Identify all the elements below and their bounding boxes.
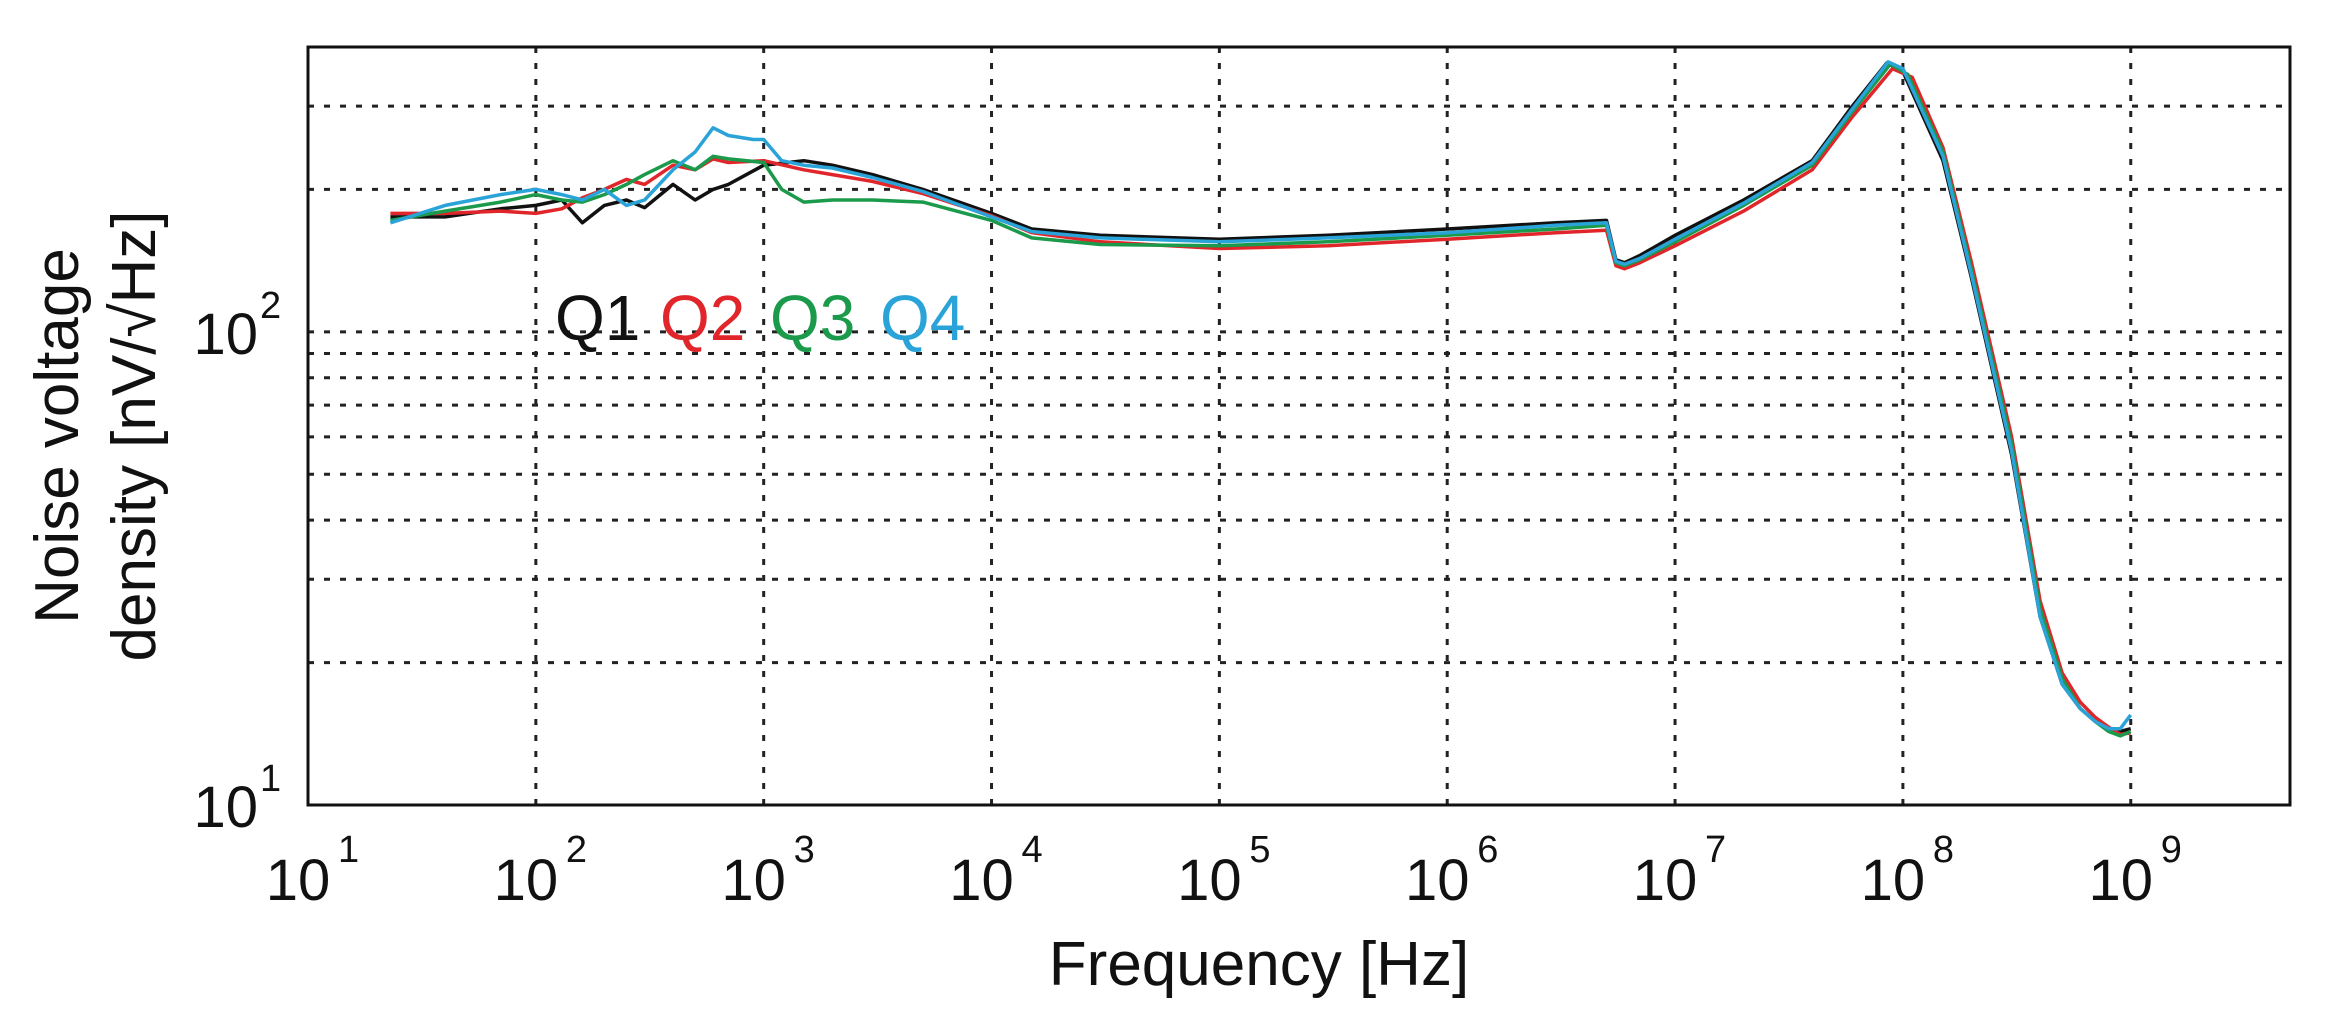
y-tick-base: 10 bbox=[193, 302, 258, 367]
x-tick-label: 10 6 bbox=[1405, 829, 1498, 913]
x-tick-label: 10 4 bbox=[949, 829, 1042, 913]
legend-entry-q4: Q4 bbox=[880, 282, 965, 354]
x-tick-label: 10 2 bbox=[494, 829, 587, 913]
y-tick-label: 10 2 bbox=[193, 285, 281, 367]
series-group bbox=[389, 60, 2133, 738]
plot-frame bbox=[306, 45, 2292, 807]
x-tick-label: 10 9 bbox=[2088, 829, 2181, 913]
x-tick-base: 10 bbox=[1405, 848, 1470, 913]
series-line-q1 bbox=[390, 61, 2132, 734]
series-line-q3 bbox=[390, 62, 2132, 738]
y-tick-exponent: 1 bbox=[260, 758, 281, 800]
grid bbox=[308, 47, 2290, 805]
x-tick-base: 10 bbox=[1633, 848, 1698, 913]
series-line-q2 bbox=[390, 66, 2131, 737]
y-axis-label-line2: density [nV/√Hz] bbox=[100, 211, 169, 662]
x-axis-label: Frequency [Hz] bbox=[1049, 930, 1469, 999]
x-tick-label: 10 1 bbox=[266, 829, 359, 913]
x-tick-base: 10 bbox=[949, 848, 1014, 913]
y-axis-label-line1: Noise voltage bbox=[23, 248, 92, 624]
x-tick-label: 10 5 bbox=[1177, 829, 1270, 913]
legend-entry-q3: Q3 bbox=[770, 282, 855, 354]
y-tick-label: 10 1 bbox=[193, 758, 281, 840]
x-tick-base: 10 bbox=[721, 848, 786, 913]
x-tick-labels: 10 1 10 2 10 3 10 4 10 5 10 6 10 7 10 8 10 9 bbox=[266, 829, 2182, 913]
series-line-q4 bbox=[389, 60, 2133, 731]
y-tick-base: 10 bbox=[193, 775, 258, 840]
x-tick-base: 10 bbox=[2088, 848, 2153, 913]
y-tick-exponent: 2 bbox=[260, 285, 281, 327]
x-tick-label: 10 8 bbox=[1861, 829, 1954, 913]
legend: Q1 Q2 Q3 Q4 bbox=[555, 282, 965, 354]
x-tick-exponent: 8 bbox=[1933, 829, 1954, 871]
x-tick-exponent: 2 bbox=[566, 829, 587, 871]
legend-entry-q1: Q1 bbox=[555, 282, 640, 354]
x-tick-base: 10 bbox=[494, 848, 559, 913]
x-tick-exponent: 5 bbox=[1249, 829, 1270, 871]
x-tick-exponent: 7 bbox=[1705, 829, 1726, 871]
x-tick-exponent: 1 bbox=[338, 829, 359, 871]
x-tick-label: 10 3 bbox=[721, 829, 814, 913]
x-tick-exponent: 3 bbox=[794, 829, 815, 871]
legend-entry-q2: Q2 bbox=[660, 282, 745, 354]
x-tick-exponent: 9 bbox=[2161, 829, 2182, 871]
x-tick-base: 10 bbox=[1861, 848, 1926, 913]
x-tick-exponent: 6 bbox=[1477, 829, 1498, 871]
x-tick-label: 10 7 bbox=[1633, 829, 1726, 913]
x-tick-base: 10 bbox=[1177, 848, 1242, 913]
x-tick-exponent: 4 bbox=[1022, 829, 1043, 871]
x-tick-base: 10 bbox=[266, 848, 331, 913]
